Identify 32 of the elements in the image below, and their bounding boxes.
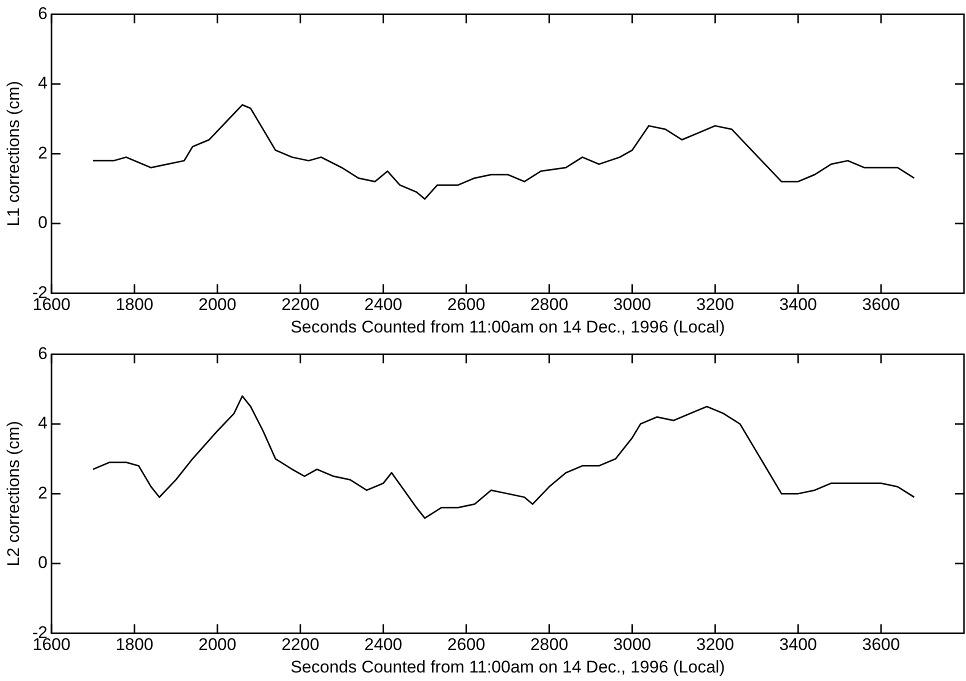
x-tick-label: 2600 <box>447 295 486 314</box>
x-tick-label: 2400 <box>364 635 402 654</box>
x-tick-label: 2800 <box>530 635 568 654</box>
x-tick-label: 2800 <box>530 295 568 314</box>
x-tick-label: 3400 <box>779 635 818 654</box>
y-axis-title: L2 corrections (cm) <box>4 420 23 566</box>
x-tick-label: 2400 <box>364 295 402 314</box>
x-tick-label: 3200 <box>696 635 734 654</box>
y-tick-label: 4 <box>38 74 48 93</box>
x-tick-label: 2200 <box>281 295 320 314</box>
x-tick-label: 3000 <box>613 295 652 314</box>
y-tick-label: 6 <box>38 344 48 363</box>
x-tick-label: 2000 <box>198 295 236 314</box>
y-axis-title: L1 corrections (cm) <box>4 80 23 226</box>
x-axis-title: Seconds Counted from 11:00am on 14 Dec., 1996 (Local) <box>290 657 725 676</box>
x-tick-label: 2600 <box>447 635 486 654</box>
y-tick-label: 2 <box>38 483 48 502</box>
x-tick-label: 2200 <box>281 635 320 654</box>
y-tick-label: 0 <box>38 213 48 232</box>
x-tick-label: 3600 <box>862 635 900 654</box>
x-tick-label: 3200 <box>696 295 734 314</box>
y-tick-label: 4 <box>38 414 48 433</box>
x-tick-label: 3400 <box>779 295 818 314</box>
x-axis-title: Seconds Counted from 11:00am on 14 Dec., 1996 (Local) <box>290 317 725 336</box>
y-tick-label: 0 <box>38 553 48 572</box>
x-tick-label: 3000 <box>613 635 652 654</box>
x-tick-label: 3600 <box>862 295 900 314</box>
y-tick-label: 2 <box>38 143 48 162</box>
y-tick-label: 6 <box>38 4 48 23</box>
x-tick-label: 1800 <box>116 295 154 314</box>
x-tick-label: 2000 <box>198 635 236 654</box>
x-tick-label: 1800 <box>116 635 154 654</box>
